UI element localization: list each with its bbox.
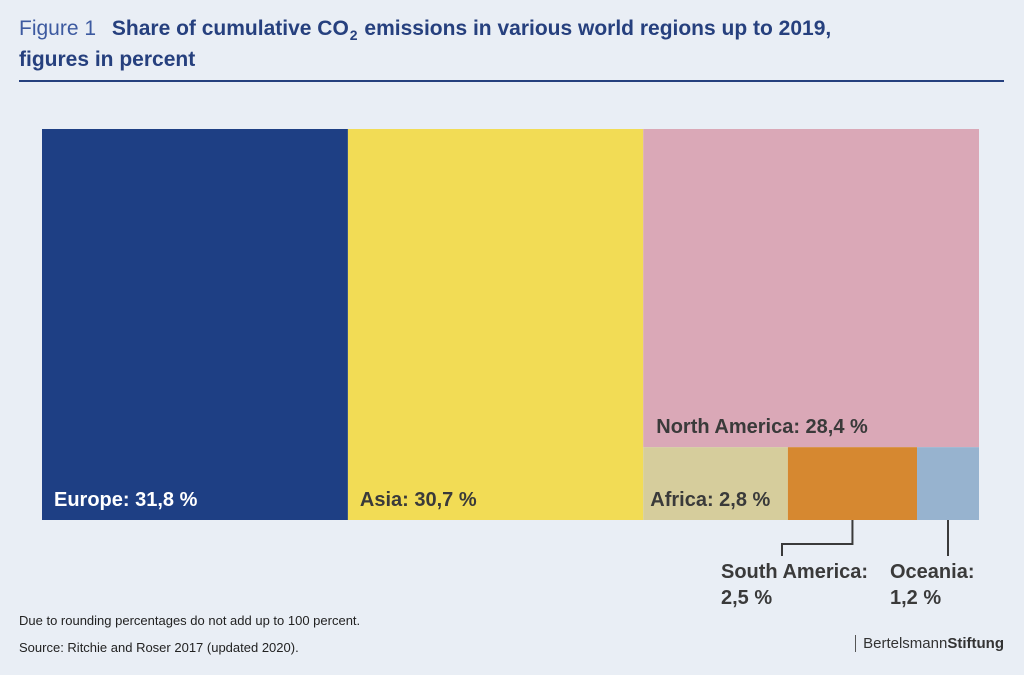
- label-value-oceania: 1,2 %: [890, 587, 941, 609]
- label-oceania: Oceania:: [890, 561, 974, 583]
- brand-logo-light: Bertelsmann: [863, 635, 948, 652]
- treemap-rect-africa: [643, 447, 788, 520]
- chart-header: Figure 1 Share of cumulative CO2 emissio…: [19, 14, 1004, 75]
- label-south-america: South America:: [721, 561, 868, 583]
- title-divider: [19, 80, 1004, 82]
- treemap-rect-south-america: [787, 447, 918, 520]
- chart-title-part2: emissions in various world regions up to…: [358, 17, 832, 40]
- leader-line-south-america: [781, 520, 854, 556]
- label-north-america: North America: 28,4 %: [656, 416, 868, 438]
- label-europe: Europe: 31,8 %: [54, 489, 198, 511]
- chart-title-part1: Share of cumulative CO: [111, 17, 349, 40]
- treemap-rect-asia: [347, 129, 644, 520]
- chart-title-line-2: figures in percent: [19, 48, 196, 71]
- treemap-rect-oceania: [917, 447, 979, 520]
- chart-title: Share of cumulative CO2 emissions in var…: [111, 17, 832, 43]
- treemap-rect-europe: [42, 129, 348, 520]
- title-line-1: Figure 1 Share of cumulative CO2 emissio…: [19, 14, 1004, 45]
- figure-label: Figure 1: [19, 17, 97, 40]
- brand-logo: BertelsmannStiftung: [855, 635, 1004, 652]
- label-africa: Africa: 2,8 %: [650, 489, 770, 511]
- label-asia: Asia: 30,7 %: [360, 489, 477, 511]
- brand-logo-bold: Stiftung: [947, 635, 1004, 652]
- source-note: Source: Ritchie and Roser 2017 (updated …: [19, 640, 299, 655]
- rounding-note: Due to rounding percentages do not add u…: [19, 613, 361, 628]
- label-value-south-america: 2,5 %: [721, 587, 772, 609]
- treemap-rect-north-america: [643, 129, 979, 448]
- chart-title-subscript: 2: [349, 27, 358, 43]
